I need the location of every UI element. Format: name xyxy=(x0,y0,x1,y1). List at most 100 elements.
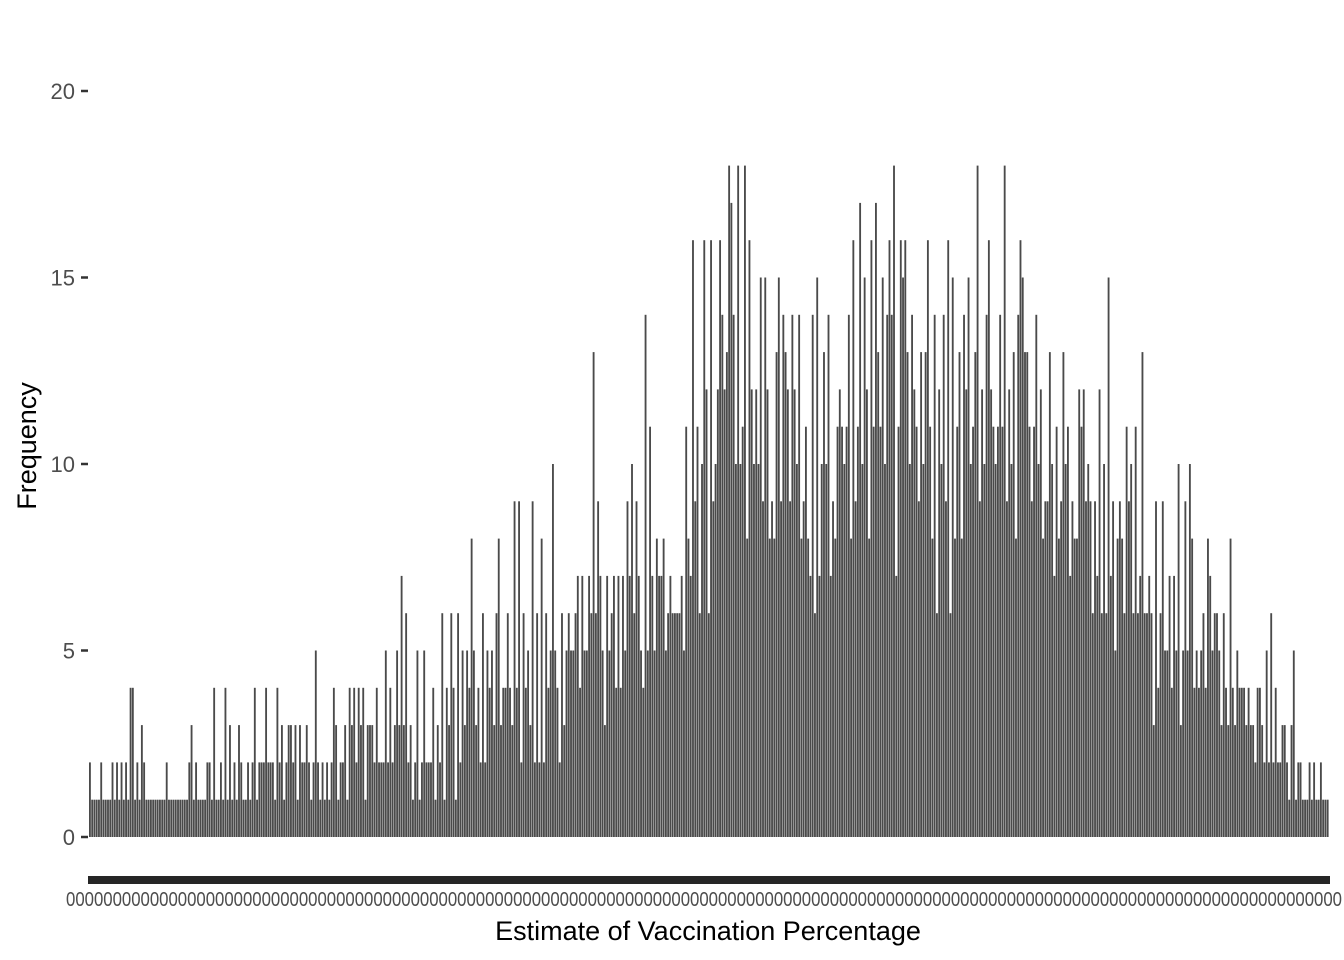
bar xyxy=(1146,613,1148,837)
x-axis-title: Estimate of Vaccination Percentage xyxy=(495,916,921,946)
bar xyxy=(398,725,401,837)
bar xyxy=(940,464,943,837)
bar xyxy=(445,687,448,837)
bar xyxy=(635,501,638,837)
bar xyxy=(552,464,554,837)
bar xyxy=(929,426,932,837)
bar xyxy=(1017,314,1020,837)
bar xyxy=(405,613,408,837)
bar xyxy=(687,538,690,837)
bar xyxy=(1182,650,1185,837)
bar xyxy=(694,501,697,837)
bar xyxy=(1301,799,1304,837)
bar xyxy=(179,799,182,837)
bar xyxy=(423,650,426,837)
bar xyxy=(402,725,405,837)
bar xyxy=(576,575,579,837)
bar xyxy=(890,314,893,837)
bar xyxy=(1118,501,1121,837)
bar xyxy=(689,575,692,837)
bar xyxy=(1033,426,1035,837)
bar xyxy=(597,501,600,837)
bar xyxy=(734,464,737,837)
bar xyxy=(1204,687,1207,837)
bar xyxy=(308,762,310,837)
bar xyxy=(755,389,758,837)
bar xyxy=(102,799,105,837)
bar xyxy=(531,501,534,837)
bar xyxy=(384,650,387,837)
bar xyxy=(633,613,636,837)
bar xyxy=(872,426,875,837)
bar xyxy=(432,687,435,837)
bar xyxy=(854,501,857,837)
bar xyxy=(181,799,184,837)
bar xyxy=(393,725,396,837)
bar xyxy=(1168,575,1171,837)
bar xyxy=(899,240,902,837)
bar xyxy=(823,352,825,837)
bar xyxy=(1179,725,1182,837)
bar xyxy=(1299,762,1302,837)
bar xyxy=(886,314,889,837)
bar xyxy=(443,799,446,837)
bar xyxy=(262,762,265,837)
bar xyxy=(1141,352,1144,837)
bar xyxy=(226,799,229,837)
bar xyxy=(168,799,170,837)
bar xyxy=(468,687,471,837)
bar xyxy=(421,762,423,837)
bar xyxy=(1279,762,1282,837)
bar xyxy=(1173,575,1175,837)
bar xyxy=(1277,762,1279,837)
bar xyxy=(321,762,324,837)
bar xyxy=(1270,613,1273,837)
bar xyxy=(161,799,164,837)
bar xyxy=(452,687,455,837)
bar xyxy=(565,650,568,837)
bar xyxy=(522,613,525,837)
bar xyxy=(983,464,986,837)
bar xyxy=(113,799,116,837)
bar xyxy=(513,501,516,837)
bar xyxy=(466,650,469,837)
bar xyxy=(436,725,439,837)
bar xyxy=(777,277,780,837)
bar xyxy=(841,426,843,837)
bar xyxy=(1064,464,1067,837)
bar xyxy=(1240,687,1243,837)
bar xyxy=(1035,314,1038,837)
bar xyxy=(999,314,1002,837)
bar xyxy=(1087,464,1090,837)
bar xyxy=(987,240,990,837)
bar xyxy=(958,352,961,837)
bar xyxy=(472,650,475,837)
bar xyxy=(129,687,132,837)
bar xyxy=(1295,799,1297,837)
bar xyxy=(1105,613,1108,837)
bar xyxy=(613,575,615,837)
bar xyxy=(1290,725,1293,837)
y-tick-label: 0 xyxy=(63,825,75,850)
bar xyxy=(1003,165,1006,838)
bar xyxy=(1130,464,1133,837)
bar xyxy=(816,277,819,837)
bar xyxy=(518,501,520,837)
bar xyxy=(572,650,575,837)
bar xyxy=(1125,426,1128,837)
bar xyxy=(373,762,376,837)
bar xyxy=(335,725,338,837)
bar xyxy=(1028,426,1031,837)
bar xyxy=(933,314,936,837)
bar xyxy=(1094,501,1096,837)
bar xyxy=(1006,501,1008,837)
bar xyxy=(1175,650,1178,837)
bar xyxy=(317,762,319,837)
bar xyxy=(800,538,803,837)
bar xyxy=(703,240,706,837)
bar xyxy=(120,762,123,837)
bar xyxy=(753,464,755,837)
bar xyxy=(786,389,789,837)
bar xyxy=(967,277,970,837)
bar xyxy=(238,725,240,837)
